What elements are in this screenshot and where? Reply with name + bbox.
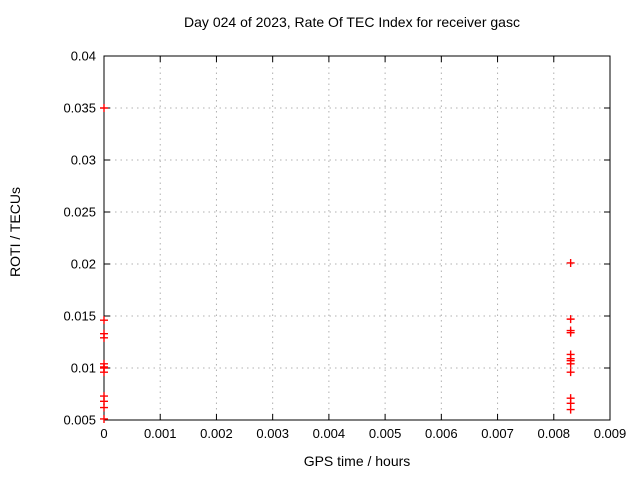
axis-ticks: [103, 55, 611, 421]
data-point-plus-marker: [100, 104, 108, 112]
y-tick-label: 0.015: [63, 309, 96, 324]
data-point-plus-marker: [566, 328, 575, 337]
grid-lines: [104, 56, 610, 420]
x-tick-label: 0.009: [594, 426, 627, 441]
data-point-plus-marker: [100, 368, 108, 377]
x-tick-label: 0.007: [481, 426, 514, 441]
x-tick-label: 0.003: [256, 426, 289, 441]
y-tick-label: 0.03: [71, 153, 96, 168]
data-point-plus-marker: [566, 258, 575, 267]
data-point-plus-marker: [566, 359, 575, 368]
x-tick-label: 0.002: [200, 426, 233, 441]
x-tick-label: 0: [100, 426, 107, 441]
data-point-plus-marker: [100, 414, 108, 423]
x-tick-label: 0.005: [369, 426, 402, 441]
x-tick-label: 0.008: [538, 426, 571, 441]
x-tick-label: 0.006: [425, 426, 458, 441]
data-point-plus-marker: [100, 316, 108, 325]
data-points: [100, 104, 575, 423]
data-point-plus-marker: [100, 403, 108, 412]
y-tick-label: 0.02: [71, 257, 96, 272]
y-axis-label: ROTI / TECUs: [7, 187, 23, 277]
x-tick-label: 0.004: [313, 426, 346, 441]
x-axis-label: GPS time / hours: [304, 453, 411, 469]
y-tick-label: 0.005: [63, 413, 96, 428]
data-point-plus-marker: [566, 405, 575, 414]
y-tick-label: 0.01: [71, 361, 96, 376]
y-tick-label: 0.035: [63, 101, 96, 116]
y-tick-labels: 0.005 0.01 0.015 0.02 0.025 0.03 0.035 0.04: [63, 49, 96, 428]
data-point-plus-marker: [100, 333, 108, 342]
data-point-plus-marker: [566, 368, 575, 377]
chart-title: Day 024 of 2023, Rate Of TEC Index for r…: [184, 14, 520, 30]
data-point-plus-marker: [566, 315, 575, 324]
x-tick-label: 0.001: [144, 426, 177, 441]
plot-border: [103, 55, 611, 421]
y-tick-label: 0.04: [71, 49, 96, 64]
x-tick-labels: 0 0.001 0.002 0.003 0.004 0.005 0.006 0.007 0.00…: [100, 426, 626, 441]
y-tick-label: 0.025: [63, 205, 96, 220]
